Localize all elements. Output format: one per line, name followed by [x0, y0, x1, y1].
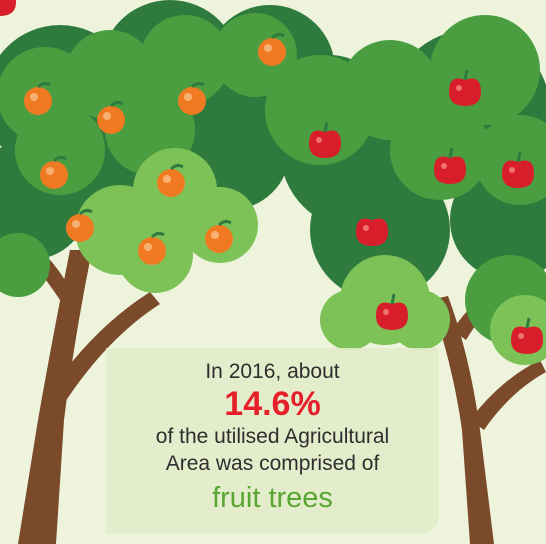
caption-line-1: In 2016, about — [205, 360, 340, 383]
right-tree-foliage — [265, 15, 546, 365]
apple-fruit-icon — [0, 0, 16, 16]
caption-line-2: of the utilised Agricultural — [155, 425, 390, 448]
percentage-value: 14.6% — [224, 385, 321, 423]
caption-line-3: Area was comprised of — [165, 452, 380, 475]
caption-box: In 2016, about 14.6% of the utilised Agr… — [106, 348, 439, 534]
fruit-trees-highlight: fruit trees — [212, 482, 333, 514]
